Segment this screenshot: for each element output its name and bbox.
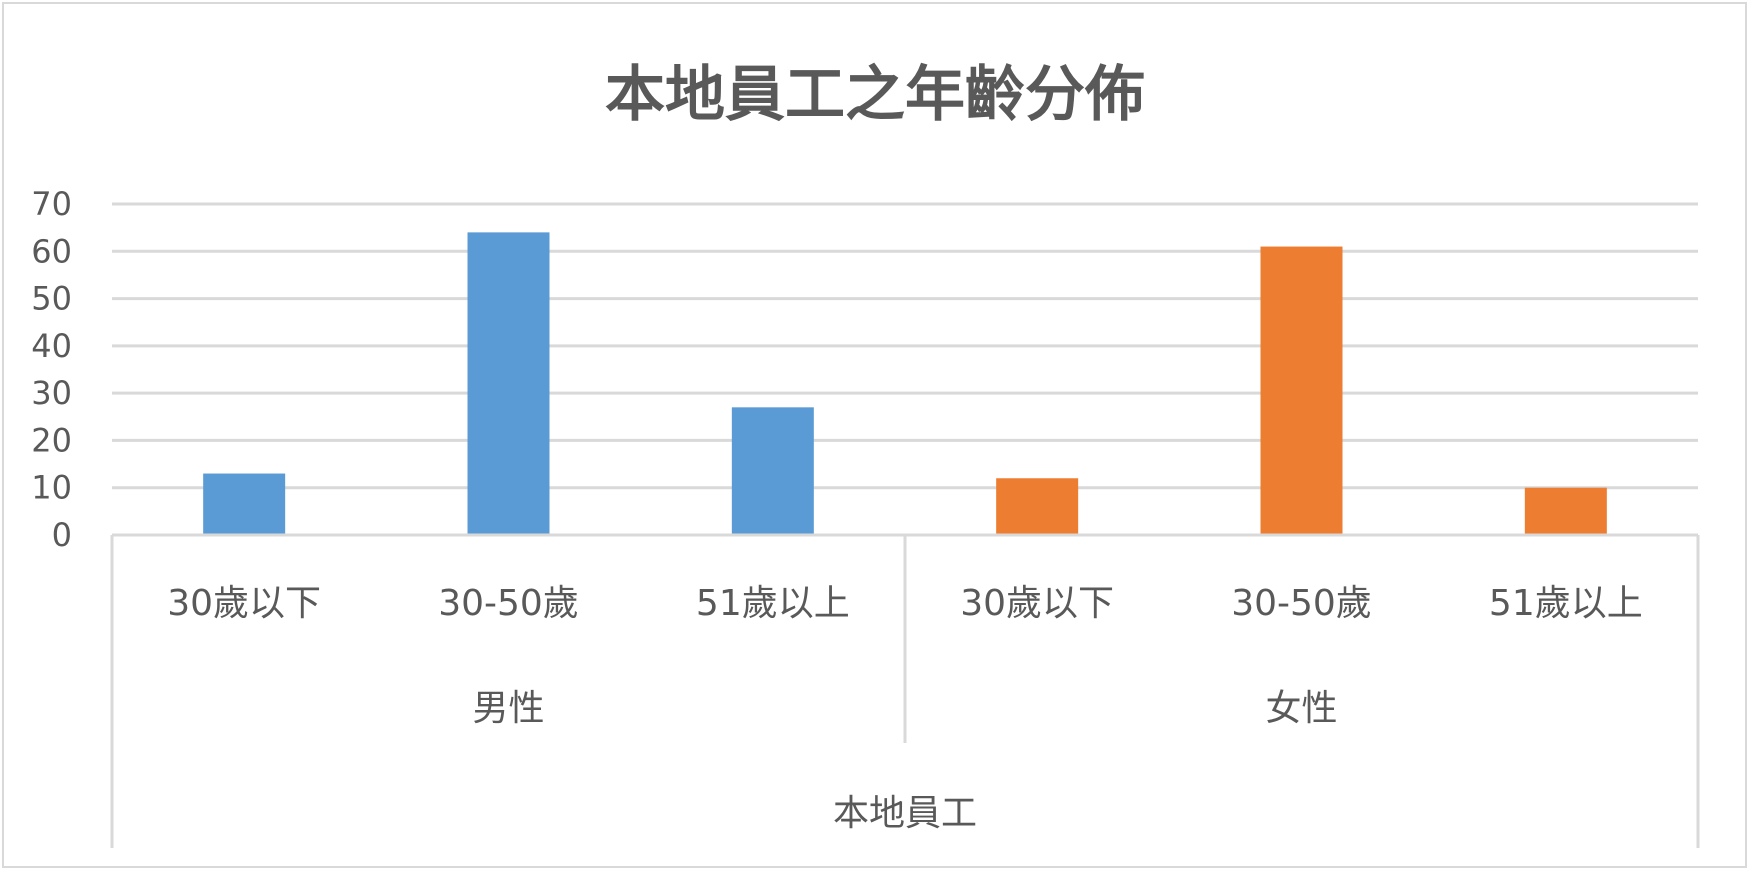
bar-男性-30歲以下: [203, 473, 286, 535]
bar-女性-51歲以上: [1524, 487, 1607, 535]
x-group-label: 男性: [472, 688, 544, 729]
bar-男性-30-50歲: [467, 232, 550, 535]
y-tick-label-20: 20: [31, 421, 72, 459]
y-tick-label-0: 0: [52, 516, 72, 554]
y-tick-label-40: 40: [31, 327, 72, 365]
y-tick-label-30: 30: [31, 374, 72, 412]
x-top-group-label: 本地員工: [833, 793, 977, 834]
y-tick-label-60: 60: [31, 232, 72, 270]
bars: [203, 232, 1607, 536]
y-tick-label-50: 50: [31, 280, 72, 318]
y-tick-label-70: 70: [31, 185, 72, 223]
chart-title: 本地員工之年齡分佈: [605, 60, 1145, 130]
bar-女性-30-50歲: [1260, 246, 1343, 536]
bar-男性-51歲以上: [731, 407, 814, 535]
x-group-label: 女性: [1265, 688, 1337, 729]
x-category-label: 30-50歲: [1231, 583, 1372, 624]
bar-女性-30歲以下: [996, 478, 1079, 535]
x-category-label: 30歲以下: [167, 583, 321, 624]
x-category-label: 30歲以下: [960, 583, 1114, 624]
y-axis-ticks: 0 10 20 30 40 50 60 70: [31, 185, 72, 554]
x-category-label: 30-50歲: [438, 583, 579, 624]
y-tick-label-10: 10: [31, 469, 72, 507]
gridlines: [112, 202, 1698, 490]
x-category-label: 51歲以上: [1489, 583, 1643, 624]
x-category-label: 51歲以上: [696, 583, 850, 624]
